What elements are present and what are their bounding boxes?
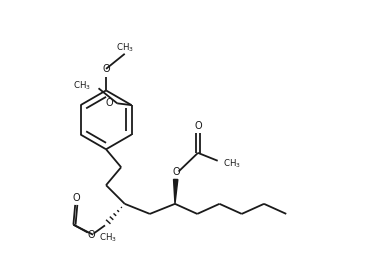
Text: CH$_3$: CH$_3$ bbox=[73, 79, 91, 92]
Text: O: O bbox=[73, 193, 80, 203]
Text: CH$_3$: CH$_3$ bbox=[223, 157, 241, 170]
Text: O: O bbox=[88, 230, 95, 240]
Text: CH$_3$: CH$_3$ bbox=[116, 41, 134, 54]
Text: O: O bbox=[102, 64, 110, 74]
Polygon shape bbox=[173, 179, 178, 204]
Text: CH$_3$: CH$_3$ bbox=[99, 231, 116, 244]
Text: O: O bbox=[172, 166, 180, 177]
Text: O: O bbox=[194, 121, 202, 131]
Text: O: O bbox=[106, 98, 113, 108]
